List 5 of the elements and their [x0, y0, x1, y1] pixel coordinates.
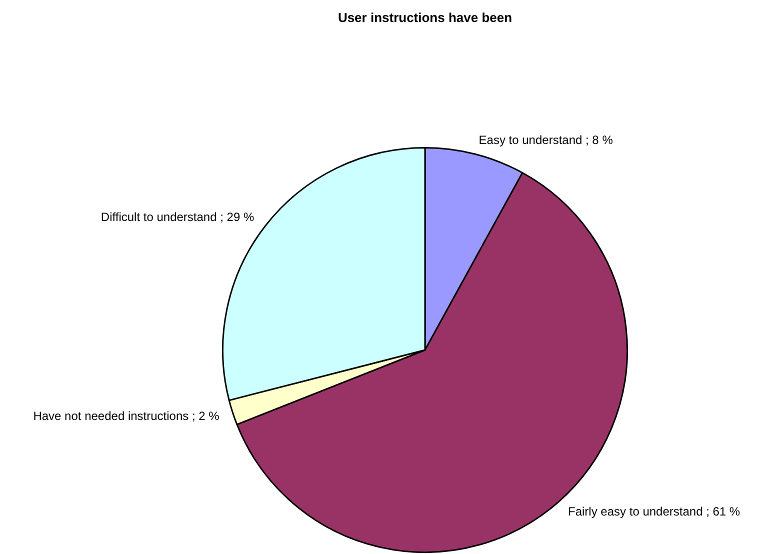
slice-label: Easy to understand ; 8 % [478, 132, 614, 147]
slice-label: Difficult to understand ; 29 % [100, 210, 254, 224]
chart-title: User instructions have been [336, 10, 514, 25]
slice-label: Have not needed instructions ; 2 % [33, 409, 220, 424]
slice-label: Fairly easy to understand ; 61 % [568, 504, 740, 519]
